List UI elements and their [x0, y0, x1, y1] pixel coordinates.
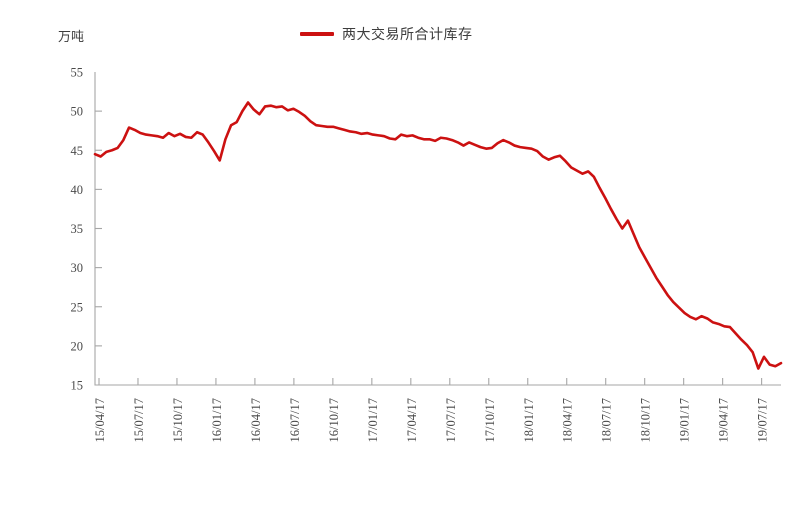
x-axis-tick-label: 17/07/17	[444, 398, 458, 442]
x-axis-tick-label: 15/07/17	[132, 398, 146, 442]
x-axis-tick-label: 15/10/17	[171, 398, 185, 442]
axis-frame	[94, 72, 781, 386]
x-axis-tick-label: 19/01/17	[678, 398, 692, 442]
y-axis-tick-label: 45	[71, 144, 84, 158]
x-axis-tick-label: 19/04/17	[717, 398, 731, 442]
legend-label: 两大交易所合计库存	[342, 26, 473, 42]
x-axis-tick-label: 17/10/17	[483, 398, 497, 442]
y-axis-tick-label: 15	[71, 379, 84, 393]
y-axis-tick-label: 30	[71, 261, 84, 275]
x-axis-tick-label: 15/04/17	[93, 398, 107, 442]
y-axis-tick-label: 20	[71, 339, 84, 353]
x-axis-tick-label: 19/07/17	[756, 398, 770, 442]
legend-color-swatch	[300, 32, 334, 36]
y-axis-tick-label: 25	[71, 300, 84, 314]
y-axis-tick-label: 50	[71, 105, 84, 119]
x-axis-tick-label: 18/07/17	[600, 398, 614, 442]
x-axis-tick-label: 16/01/17	[210, 398, 224, 442]
x-axis-tick-label: 17/04/17	[405, 398, 419, 442]
data-series-line	[93, 101, 783, 370]
x-axis-tick-label: 16/04/17	[249, 398, 263, 442]
x-axis-ticks: 15/04/17 15/07/17 15/10/17 16/01/17 16/04/17…	[93, 378, 770, 442]
y-axis-tick-label: 40	[71, 183, 84, 197]
y-axis-unit-label: 万吨	[58, 29, 85, 44]
x-axis-tick-label: 17/01/17	[366, 398, 380, 442]
x-axis-tick-label: 16/07/17	[288, 398, 302, 442]
y-axis-tick-label: 55	[71, 66, 84, 80]
y-axis-tick-label: 35	[71, 222, 84, 236]
x-axis-tick-label: 18/01/17	[522, 398, 536, 442]
x-axis-tick-label: 18/04/17	[561, 398, 575, 442]
x-axis-tick-label: 16/10/17	[327, 398, 341, 442]
chart-legend: 两大交易所合计库存	[300, 24, 473, 44]
x-axis-tick-label: 18/10/17	[639, 398, 653, 442]
y-axis-ticks: 15 20 25 30 35 40 45 50 55	[71, 66, 102, 393]
